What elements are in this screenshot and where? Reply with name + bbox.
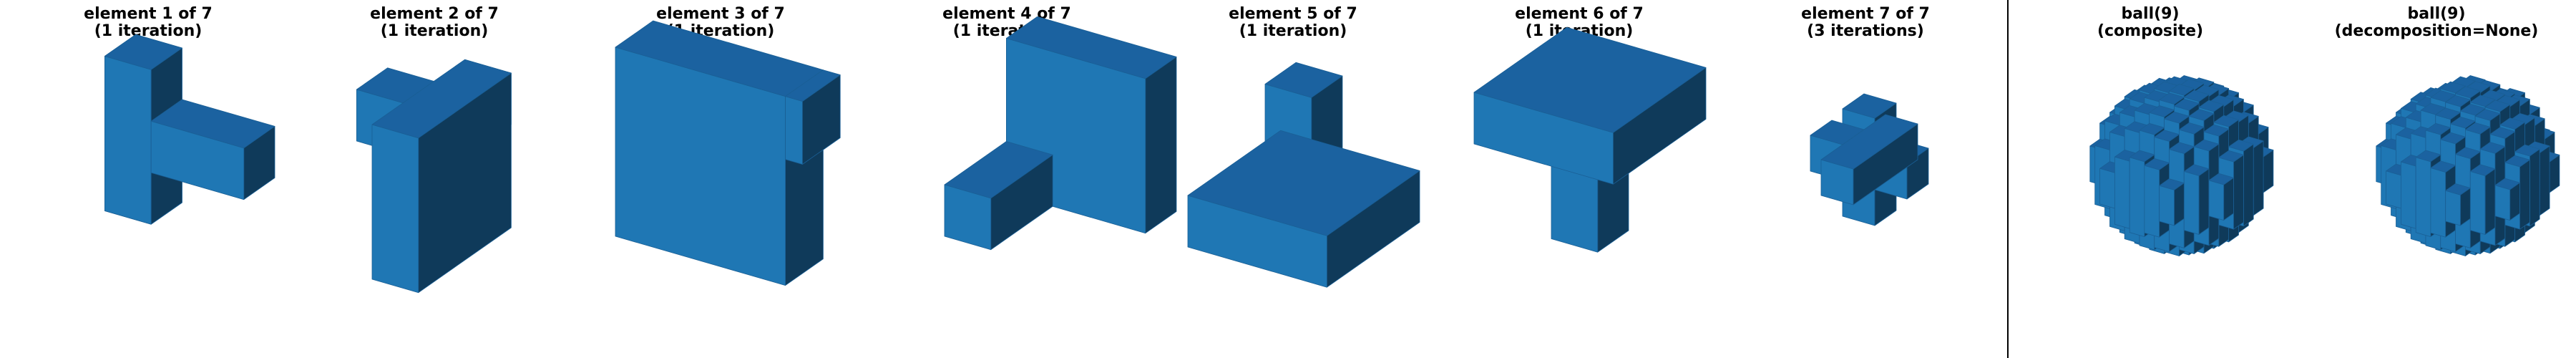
voxel-box-38-side-face — [2529, 149, 2540, 226]
voxel-box-65-front-face — [2114, 157, 2129, 228]
panel-2-title-line2: (1 iteration) — [381, 22, 489, 40]
panel-1-voxel-shape — [104, 34, 275, 224]
panel-7-voxel-shape — [1810, 94, 1928, 226]
voxel-box-66-front-face — [2129, 158, 2145, 237]
panel-9-voxel-shape — [2376, 76, 2560, 256]
panel-6-title-line1: element 6 of 7 — [1515, 5, 1644, 23]
panel-1-title: element 1 of 7 (1 iteration) — [84, 5, 213, 40]
voxel-box-47-side-face — [2520, 160, 2530, 229]
voxel-box-63-side-face — [2199, 169, 2209, 235]
panel-2-voxel-shape — [356, 59, 511, 292]
voxel-box-68-side-face — [2175, 183, 2185, 226]
panel-5-title-line1: element 5 of 7 — [1229, 5, 1357, 23]
panel-7-title-line2: (3 iterations) — [1807, 22, 1924, 40]
panel-8-voxel-shape — [2090, 76, 2273, 256]
voxel-box-64-front-face — [2100, 168, 2115, 208]
panel-7-title: element 7 of 7 (3 iterations) — [1801, 5, 1930, 40]
voxel-box-64-front-face — [2386, 171, 2401, 208]
voxel-box-56-side-face — [2224, 178, 2234, 220]
panel-5-title-line2: (1 iteration) — [1239, 22, 1347, 40]
voxel-box-68-front-face — [2446, 190, 2461, 226]
panel-9-title: ball(9) (decomposition=None) — [2335, 5, 2539, 40]
panel-5-voxel-shape — [1188, 62, 1420, 287]
voxel-box-56-front-face — [2209, 180, 2224, 221]
panel-1-title-line2: (1 iteration) — [94, 22, 203, 40]
panel-3-title-line1: element 3 of 7 — [656, 5, 785, 23]
panel-6-voxel-shape — [1474, 27, 1706, 252]
voxel-box-29-side-face — [2540, 146, 2550, 216]
panel-5-title: element 5 of 7 (1 iteration) — [1229, 5, 1357, 40]
panel-9-title-line1: ball(9) — [2407, 5, 2465, 23]
voxel-box-47-side-face — [2234, 155, 2244, 229]
voxel-box-66-front-face — [2416, 158, 2431, 237]
voxel-box-63-side-face — [2485, 169, 2495, 235]
voxel-box-20-side-face — [2263, 150, 2273, 193]
voxel-box-0-side-face — [1146, 57, 1176, 233]
voxel-box-38-side-face — [2243, 144, 2253, 226]
voxel-box-1-front-face — [786, 97, 803, 165]
panel-4-voxel-shape — [945, 16, 1176, 249]
voxel-box-68-front-face — [2160, 185, 2175, 226]
panel-8-title-line1: ball(9) — [2121, 5, 2179, 23]
panel-9-title-line2: (decomposition=None) — [2335, 22, 2539, 40]
panel-3-voxel-shape — [615, 21, 840, 286]
voxel-box-63-front-face — [2470, 171, 2485, 234]
panel-8-title-line2: (composite) — [2097, 22, 2203, 40]
panel-2-title-line1: element 2 of 7 — [370, 5, 499, 23]
panel-1-title-line1: element 1 of 7 — [84, 5, 213, 23]
voxel-box-29-side-face — [2253, 141, 2263, 216]
panel-2-title: element 2 of 7 (1 iteration) — [370, 5, 499, 40]
voxel-box-2-front-face — [372, 125, 419, 293]
voxel-box-56-front-face — [2495, 185, 2510, 221]
voxel-box-63-front-face — [2184, 171, 2199, 234]
voxel-box-67-front-face — [2431, 168, 2446, 238]
panel-4-title-line1: element 4 of 7 — [942, 5, 1071, 23]
voxel-box-65-front-face — [2401, 162, 2416, 228]
voxel-box-1-front-face — [104, 57, 151, 225]
panel-8-title: ball(9) (composite) — [2097, 5, 2203, 40]
panel-7-title-line1: element 7 of 7 — [1801, 5, 1930, 23]
voxel-box-67-front-face — [2145, 165, 2160, 237]
